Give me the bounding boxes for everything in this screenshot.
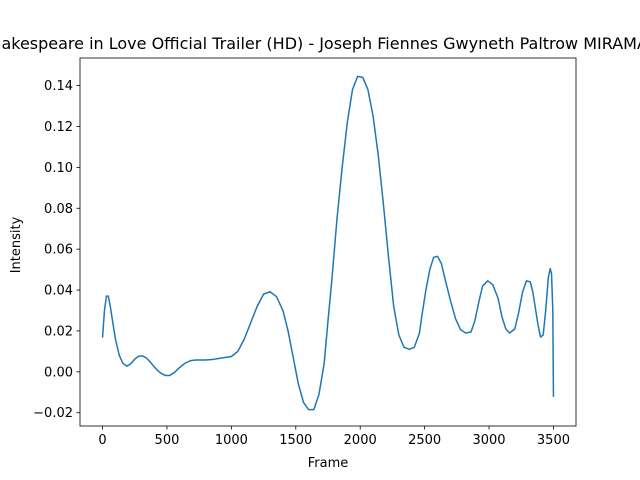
y-tick-label: 0.02 — [44, 324, 73, 339]
y-axis-ticks: −0.02 0.00 0.02 0.04 0.06 0.08 0.10 0.12 0.14 — [33, 79, 80, 421]
y-tick-label: 0.00 — [44, 365, 73, 380]
y-tick-label: −0.02 — [33, 406, 73, 421]
y-tick-label: 0.10 — [44, 161, 73, 176]
x-tick-label: 0 — [98, 433, 106, 448]
y-tick-label: 0.06 — [44, 243, 73, 258]
x-tick-label: 500 — [155, 433, 180, 448]
y-tick-label: 0.14 — [44, 79, 73, 94]
axes-frame — [79, 57, 577, 427]
x-tick-label: 1500 — [279, 433, 312, 448]
x-tick-label: 2500 — [408, 433, 441, 448]
x-tick-label: 3500 — [537, 433, 570, 448]
y-axis-label: Intensity — [9, 216, 24, 273]
series-line-0 — [101, 75, 555, 411]
y-tick-label: 0.08 — [44, 202, 73, 217]
x-axis-label: Frame — [308, 456, 349, 471]
x-tick-label: 3000 — [472, 433, 505, 448]
chart-title: Shakespeare in Love Official Trailer (HD… — [0, 34, 640, 53]
x-tick-label: 1000 — [215, 433, 248, 448]
y-tick-label: 0.04 — [44, 284, 73, 299]
y-tick-label: 0.12 — [44, 120, 73, 135]
x-tick-label: 2000 — [344, 433, 377, 448]
plot-area — [79, 57, 577, 427]
x-axis-ticks: 0 500 1000 1500 2000 2500 3000 3500 — [98, 426, 570, 448]
